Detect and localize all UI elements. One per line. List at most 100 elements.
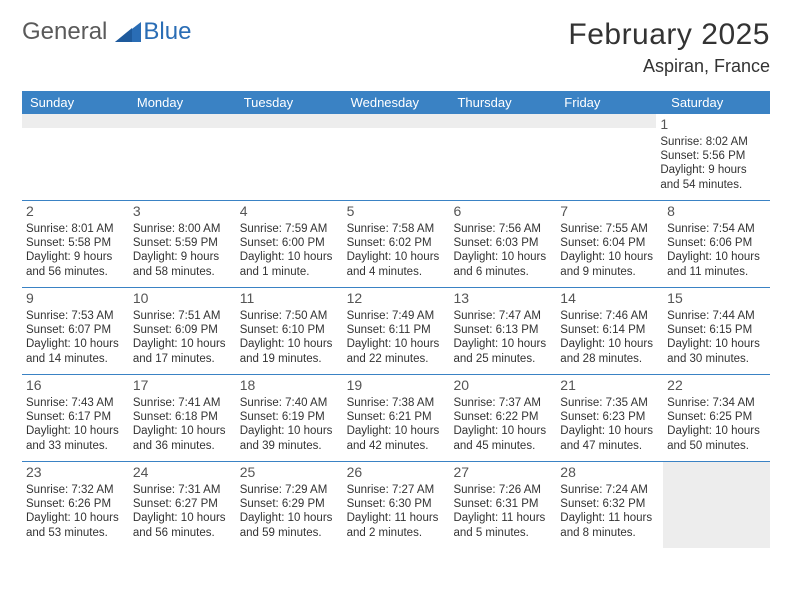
day-number: 7: [560, 203, 659, 221]
daylight-line: Daylight: 11 hours and 2 minutes.: [347, 511, 446, 540]
daylight-line: Daylight: 10 hours and 42 minutes.: [347, 424, 446, 453]
daylight-line: Daylight: 10 hours and 19 minutes.: [240, 337, 339, 366]
day-number: 17: [133, 377, 232, 395]
day-number: 28: [560, 464, 659, 482]
day-number: 6: [453, 203, 552, 221]
day-number: 21: [560, 377, 659, 395]
day-number: 1: [660, 116, 766, 134]
day-number: 15: [667, 290, 766, 308]
daylight-line: Daylight: 10 hours and 1 minute.: [240, 250, 339, 279]
day-number: 22: [667, 377, 766, 395]
sunset-line: Sunset: 6:18 PM: [133, 410, 232, 424]
day-cell: 15Sunrise: 7:44 AMSunset: 6:15 PMDayligh…: [663, 288, 770, 374]
sunset-line: Sunset: 6:27 PM: [133, 497, 232, 511]
daylight-line: Daylight: 10 hours and 56 minutes.: [133, 511, 232, 540]
day-number: 12: [347, 290, 446, 308]
dow-cell: Saturday: [663, 91, 770, 114]
day-number: 2: [26, 203, 125, 221]
sunset-line: Sunset: 6:25 PM: [667, 410, 766, 424]
sunset-line: Sunset: 6:15 PM: [667, 323, 766, 337]
day-number: 26: [347, 464, 446, 482]
daylight-line: Daylight: 10 hours and 11 minutes.: [667, 250, 766, 279]
day-number: 4: [240, 203, 339, 221]
day-number: 24: [133, 464, 232, 482]
day-number: 20: [453, 377, 552, 395]
day-cell: 26Sunrise: 7:27 AMSunset: 6:30 PMDayligh…: [343, 462, 450, 548]
empty-cell: [551, 114, 657, 128]
sunrise-line: Sunrise: 7:40 AM: [240, 396, 339, 410]
day-number: 16: [26, 377, 125, 395]
day-number: 25: [240, 464, 339, 482]
daylight-line: Daylight: 10 hours and 22 minutes.: [347, 337, 446, 366]
sunset-line: Sunset: 6:30 PM: [347, 497, 446, 511]
sunset-line: Sunset: 6:31 PM: [453, 497, 552, 511]
day-cell: 23Sunrise: 7:32 AMSunset: 6:26 PMDayligh…: [22, 462, 129, 548]
day-cell: 18Sunrise: 7:40 AMSunset: 6:19 PMDayligh…: [236, 375, 343, 461]
day-cell: 19Sunrise: 7:38 AMSunset: 6:21 PMDayligh…: [343, 375, 450, 461]
week-row: 23Sunrise: 7:32 AMSunset: 6:26 PMDayligh…: [22, 461, 770, 548]
sunset-line: Sunset: 6:29 PM: [240, 497, 339, 511]
day-number: 5: [347, 203, 446, 221]
empty-cell: [233, 114, 339, 128]
day-cell: 4Sunrise: 7:59 AMSunset: 6:00 PMDaylight…: [236, 201, 343, 287]
sunset-line: Sunset: 6:10 PM: [240, 323, 339, 337]
day-number: 8: [667, 203, 766, 221]
daylight-line: Daylight: 10 hours and 25 minutes.: [453, 337, 552, 366]
dow-cell: Thursday: [449, 91, 556, 114]
sunrise-line: Sunrise: 7:47 AM: [453, 309, 552, 323]
sunset-line: Sunset: 6:17 PM: [26, 410, 125, 424]
sunset-line: Sunset: 6:00 PM: [240, 236, 339, 250]
sunrise-line: Sunrise: 7:58 AM: [347, 222, 446, 236]
day-number: 19: [347, 377, 446, 395]
sunset-line: Sunset: 6:04 PM: [560, 236, 659, 250]
empty-cell: [22, 114, 128, 128]
sunset-line: Sunset: 5:56 PM: [660, 149, 766, 163]
day-cell: 8Sunrise: 7:54 AMSunset: 6:06 PMDaylight…: [663, 201, 770, 287]
daylight-line: Daylight: 11 hours and 5 minutes.: [453, 511, 552, 540]
day-number: 3: [133, 203, 232, 221]
day-cell: 21Sunrise: 7:35 AMSunset: 6:23 PMDayligh…: [556, 375, 663, 461]
empty-cell: [128, 114, 234, 128]
day-cell: 3Sunrise: 8:00 AMSunset: 5:59 PMDaylight…: [129, 201, 236, 287]
day-number: 23: [26, 464, 125, 482]
logo-text-general: General: [22, 18, 107, 46]
daylight-line: Daylight: 10 hours and 30 minutes.: [667, 337, 766, 366]
week-row: 2Sunrise: 8:01 AMSunset: 5:58 PMDaylight…: [22, 200, 770, 287]
day-cell: 12Sunrise: 7:49 AMSunset: 6:11 PMDayligh…: [343, 288, 450, 374]
daylight-line: Daylight: 9 hours and 56 minutes.: [26, 250, 125, 279]
sunset-line: Sunset: 6:09 PM: [133, 323, 232, 337]
day-cell: 5Sunrise: 7:58 AMSunset: 6:02 PMDaylight…: [343, 201, 450, 287]
daylight-line: Daylight: 10 hours and 36 minutes.: [133, 424, 232, 453]
sunrise-line: Sunrise: 7:31 AM: [133, 483, 232, 497]
sunrise-line: Sunrise: 7:41 AM: [133, 396, 232, 410]
sunset-line: Sunset: 6:23 PM: [560, 410, 659, 424]
sunset-line: Sunset: 6:03 PM: [453, 236, 552, 250]
empty-cell: [339, 114, 445, 128]
sunrise-line: Sunrise: 7:55 AM: [560, 222, 659, 236]
day-number: 27: [453, 464, 552, 482]
day-number: 13: [453, 290, 552, 308]
sunset-line: Sunset: 6:02 PM: [347, 236, 446, 250]
sunset-line: Sunset: 6:21 PM: [347, 410, 446, 424]
sunrise-line: Sunrise: 7:24 AM: [560, 483, 659, 497]
day-number: 11: [240, 290, 339, 308]
daylight-line: Daylight: 9 hours and 54 minutes.: [660, 163, 766, 192]
sunrise-line: Sunrise: 7:59 AM: [240, 222, 339, 236]
week-row: 16Sunrise: 7:43 AMSunset: 6:17 PMDayligh…: [22, 374, 770, 461]
week-row: 9Sunrise: 7:53 AMSunset: 6:07 PMDaylight…: [22, 287, 770, 374]
sunrise-line: Sunrise: 7:49 AM: [347, 309, 446, 323]
sunrise-line: Sunrise: 7:37 AM: [453, 396, 552, 410]
empty-cell: [445, 114, 551, 128]
daylight-line: Daylight: 10 hours and 45 minutes.: [453, 424, 552, 453]
day-cell: 10Sunrise: 7:51 AMSunset: 6:09 PMDayligh…: [129, 288, 236, 374]
sunrise-line: Sunrise: 7:53 AM: [26, 309, 125, 323]
sunrise-line: Sunrise: 7:56 AM: [453, 222, 552, 236]
daylight-line: Daylight: 11 hours and 8 minutes.: [560, 511, 659, 540]
daylight-line: Daylight: 10 hours and 9 minutes.: [560, 250, 659, 279]
sunrise-line: Sunrise: 8:01 AM: [26, 222, 125, 236]
day-cell: 25Sunrise: 7:29 AMSunset: 6:29 PMDayligh…: [236, 462, 343, 548]
sunrise-line: Sunrise: 7:54 AM: [667, 222, 766, 236]
day-cell: 2Sunrise: 8:01 AMSunset: 5:58 PMDaylight…: [22, 201, 129, 287]
day-cell: 13Sunrise: 7:47 AMSunset: 6:13 PMDayligh…: [449, 288, 556, 374]
sunrise-line: Sunrise: 7:35 AM: [560, 396, 659, 410]
